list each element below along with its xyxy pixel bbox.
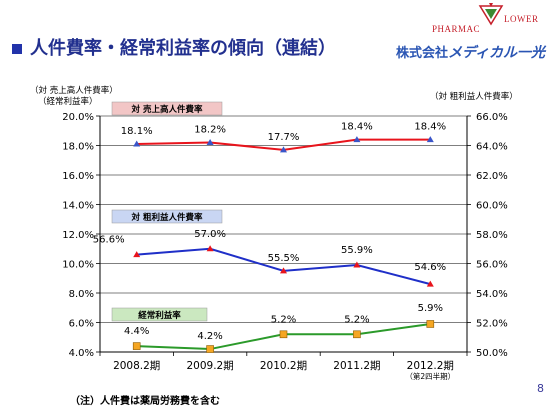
right-axis-label: （対 粗利益人件費率） <box>430 91 518 102</box>
series-label-box-bg <box>111 209 223 224</box>
right-tick-label: 52.0% <box>476 319 508 330</box>
data-label: 5.2% <box>344 314 369 325</box>
right-tick-label: 58.0% <box>476 230 508 241</box>
data-point-triangle <box>280 146 287 153</box>
data-label: 55.5% <box>268 253 300 264</box>
right-tick-label: 50.0% <box>476 348 508 359</box>
series-label-box-bg <box>111 101 223 116</box>
data-point-triangle <box>206 245 214 252</box>
data-label: 57.0% <box>194 229 226 240</box>
data-point-triangle <box>353 261 361 268</box>
series-label-box: 経常利益率 <box>111 307 208 322</box>
data-label: 54.6% <box>414 262 446 273</box>
data-point-square <box>279 330 288 339</box>
data-point-triangle <box>353 136 361 143</box>
data-label: 56.6% <box>93 235 125 246</box>
page-title: 人件費率・経常利益率の傾向（連結） <box>30 38 336 59</box>
series-label-box: 対 粗利益人件費率 <box>111 209 223 224</box>
data-point-triangle <box>206 139 214 146</box>
x-tick-label: 2008.2期 <box>113 360 160 372</box>
title-bullet <box>12 44 22 54</box>
data-label: 18.1% <box>121 126 153 137</box>
left-tick-label: 16.0% <box>62 171 94 182</box>
right-tick-label: 60.0% <box>476 201 508 212</box>
logo-text-left: PHARMAC <box>432 24 481 34</box>
data-point-triangle <box>133 251 141 258</box>
data-label: 4.4% <box>124 326 149 337</box>
left-tick-label: 12.0% <box>62 230 94 241</box>
data-point-triangle <box>426 280 434 287</box>
footnote: （注）人件費は薬局労務費を含む <box>70 396 220 407</box>
right-tick-label: 66.0% <box>476 112 508 123</box>
company-main-name: メディカル一光 <box>448 45 546 61</box>
company-prefix: 株式会社 <box>396 46 449 61</box>
x-tick-label: 2009.2期 <box>186 360 233 372</box>
series-label-box: 対 売上高人件費率 <box>111 101 223 116</box>
data-point-triangle <box>133 140 141 147</box>
right-tick-label: 54.0% <box>476 289 508 300</box>
series-label-box-bg <box>111 307 208 322</box>
data-label: 18.2% <box>194 125 226 136</box>
right-tick-label: 64.0% <box>476 142 508 153</box>
left-tick-label: 14.0% <box>62 201 94 212</box>
data-label: 18.4% <box>341 122 373 133</box>
data-label: 18.4% <box>414 122 446 133</box>
left-tick-label: 8.0% <box>69 289 94 300</box>
left-tick-label: 4.0% <box>69 348 94 359</box>
series-name-label: 対 売上高人件費率 <box>131 104 203 115</box>
right-tick-label: 62.0% <box>476 171 508 182</box>
data-point-square <box>132 342 141 350</box>
data-point-triangle <box>280 267 287 274</box>
data-label: 5.2% <box>271 314 296 325</box>
pharmacy-flower-logo: PHARMAC LOWER <box>432 3 542 38</box>
series-name-label: 対 粗利益人件費率 <box>131 212 203 223</box>
right-tick-label: 56.0% <box>476 260 508 271</box>
data-label: 4.2% <box>197 331 222 342</box>
data-label: 17.7% <box>268 132 300 143</box>
data-point-square <box>353 330 361 339</box>
data-point-triangle <box>426 136 434 143</box>
data-label: 55.9% <box>341 245 373 256</box>
left-tick-label: 18.0% <box>62 142 94 153</box>
left-axis-label-1: （対 売上高人件費率） <box>30 85 118 96</box>
x-category-note: （第2四半期） <box>405 371 455 381</box>
data-label: 5.9% <box>418 303 443 314</box>
x-tick-label: 2012.2期 <box>407 360 454 372</box>
logo-text-right: LOWER <box>504 14 539 24</box>
page-number: 8 <box>537 382 544 395</box>
left-tick-label: 10.0% <box>62 260 94 271</box>
left-tick-label: 20.0% <box>62 112 94 123</box>
data-point-square <box>206 345 214 353</box>
x-tick-label: 2011.2期 <box>333 360 380 372</box>
data-point-square <box>426 320 435 328</box>
series-name-label: 経常利益率 <box>138 310 181 321</box>
left-tick-label: 6.0% <box>69 319 94 330</box>
left-axis-label-2: （経常利益率） <box>38 96 98 107</box>
flower-icon <box>478 3 504 26</box>
x-tick-label: 2010.2期 <box>260 360 307 372</box>
company-name: 株式会社メディカル一光 <box>396 42 545 62</box>
